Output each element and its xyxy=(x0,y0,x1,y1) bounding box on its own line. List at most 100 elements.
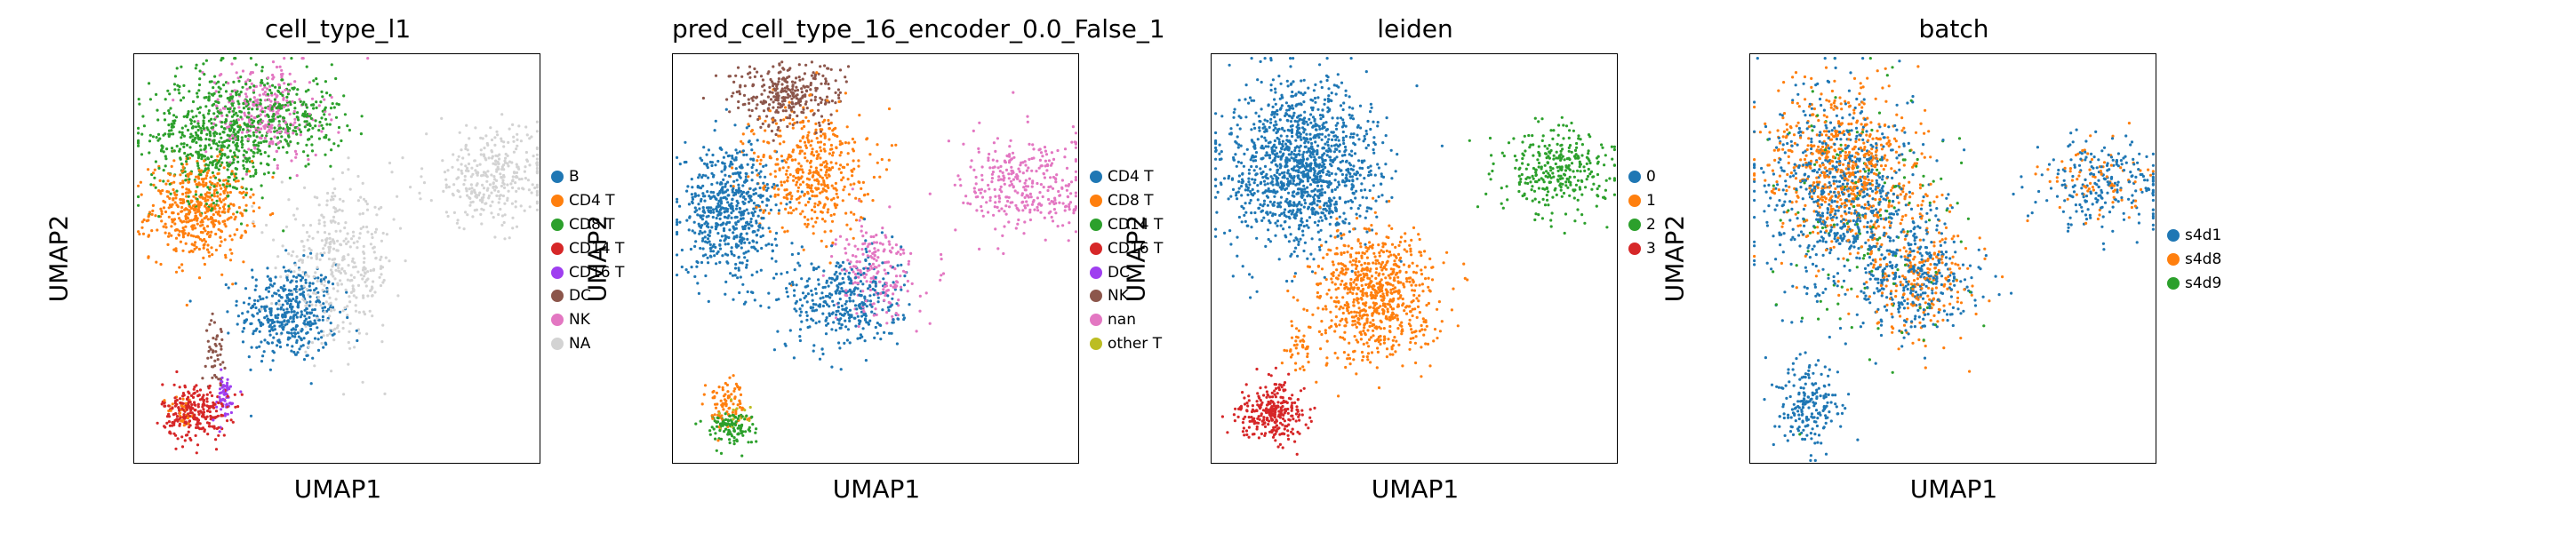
data-point-cd16-t xyxy=(215,405,219,409)
data-point-cd8-t xyxy=(252,143,256,147)
data-point-nan xyxy=(853,244,857,248)
data-point-cd8-t xyxy=(266,113,269,116)
data-point-nan xyxy=(1023,206,1028,210)
data-point-nan xyxy=(1072,208,1076,211)
data-point-cd4-t xyxy=(812,344,816,347)
data-point-na xyxy=(298,268,301,272)
data-point-b xyxy=(236,314,240,318)
data-point-dc xyxy=(205,329,209,332)
data-point-cd8-t xyxy=(149,183,153,187)
data-point-nk xyxy=(293,149,298,153)
data-point-cd8-t xyxy=(803,215,806,219)
data-point-nan xyxy=(899,274,902,278)
data-point-dc xyxy=(210,365,214,369)
data-point-cd4-t xyxy=(201,239,204,243)
data-point-cd4-t xyxy=(181,235,185,239)
data-point-na xyxy=(348,279,352,282)
data-point-cd4-t xyxy=(856,314,860,318)
data-point-cd4-t xyxy=(741,282,745,286)
data-point-cd4-t xyxy=(219,193,222,196)
data-point-cd8-t xyxy=(806,200,810,204)
data-point-cd4-t xyxy=(223,203,227,206)
data-point-cd4-t xyxy=(710,226,714,229)
data-point-cd4-t xyxy=(212,223,216,227)
data-point-na xyxy=(352,241,356,244)
data-point-cd14-t xyxy=(212,416,216,419)
legend-label: B xyxy=(569,168,580,187)
data-point-na xyxy=(501,194,505,198)
data-point-cd4-t xyxy=(724,182,727,186)
data-point-nan xyxy=(1016,222,1020,226)
data-point-b xyxy=(291,320,294,323)
data-point-nk xyxy=(266,87,269,91)
data-point-cd8-t xyxy=(254,168,258,172)
data-point-na xyxy=(515,174,518,179)
data-point-cd14-t xyxy=(210,394,214,398)
data-point-na xyxy=(481,183,484,187)
legend-label: CD14 T xyxy=(569,239,625,258)
data-point-na xyxy=(347,362,350,366)
data-point-cd4-t xyxy=(759,235,763,239)
data-point-cd8-t xyxy=(236,99,240,103)
data-point-na xyxy=(323,310,326,314)
data-point-cd8-t xyxy=(241,128,245,131)
data-point-cd8-t xyxy=(137,98,140,101)
data-point-nk xyxy=(817,72,820,76)
data-point-cd14-t xyxy=(191,395,196,399)
data-point-b xyxy=(279,307,283,311)
data-point-cd4-t xyxy=(684,268,688,272)
data-point-nk xyxy=(292,123,295,127)
data-point-cd8-t xyxy=(809,171,812,174)
data-point-na xyxy=(342,393,346,396)
data-point-cd4-t xyxy=(758,186,762,190)
data-point-cd4-t xyxy=(777,209,781,212)
data-point-cd8-t xyxy=(203,115,206,119)
data-point-cd8-t xyxy=(188,178,191,181)
data-point-cd4-t xyxy=(162,199,165,203)
data-point-na xyxy=(372,246,375,250)
data-point-nk xyxy=(824,79,828,84)
data-point-nk xyxy=(250,115,253,118)
data-point-cd4-t xyxy=(747,200,751,203)
data-point-nk xyxy=(276,166,279,171)
data-point-nk xyxy=(796,114,799,118)
data-point-cd4-t xyxy=(229,216,233,219)
data-point-cd4-t xyxy=(194,208,197,211)
data-point-nk xyxy=(236,118,240,122)
data-point-cd8-t xyxy=(810,139,813,143)
data-point-cd8-t xyxy=(324,80,327,84)
data-point-na xyxy=(493,136,497,139)
data-point-cd4-t xyxy=(701,192,705,195)
data-point-nan xyxy=(1074,191,1077,195)
data-point-b xyxy=(331,282,335,286)
data-point-cd4-t xyxy=(800,190,804,194)
data-point-cd4-t xyxy=(798,335,802,338)
data-point-cd4-t xyxy=(734,148,738,152)
data-point-cd8-t xyxy=(808,169,812,172)
data-point-cd8-t xyxy=(268,118,272,122)
data-point-cd4-t xyxy=(692,220,696,224)
data-point-b xyxy=(319,279,323,283)
data-point-dc xyxy=(215,334,220,338)
data-point-cd4-t xyxy=(891,321,894,324)
data-point-cd8-t xyxy=(311,126,315,130)
data-point-cd8-t xyxy=(773,175,777,179)
data-point-cd4-t xyxy=(224,253,228,257)
data-point-cd8-t xyxy=(188,118,192,122)
data-point-b xyxy=(285,296,289,299)
data-point-cd8-t xyxy=(226,107,230,111)
data-point-cd8-t xyxy=(814,128,818,131)
data-point-nan xyxy=(1021,171,1025,175)
data-point-nk xyxy=(214,104,219,107)
data-point-na xyxy=(485,141,489,146)
data-point-cd4-t xyxy=(790,281,795,284)
data-point-nk xyxy=(228,125,231,129)
data-point-na xyxy=(409,186,412,189)
data-point-cd14-t xyxy=(172,423,176,426)
data-point-cd8-t xyxy=(204,144,207,147)
data-point-nan xyxy=(849,266,852,269)
data-point-cd14-t xyxy=(200,427,204,431)
data-point-cd4-t xyxy=(828,296,832,299)
data-point-nk xyxy=(263,85,267,89)
data-point-cd8-t xyxy=(218,140,221,144)
